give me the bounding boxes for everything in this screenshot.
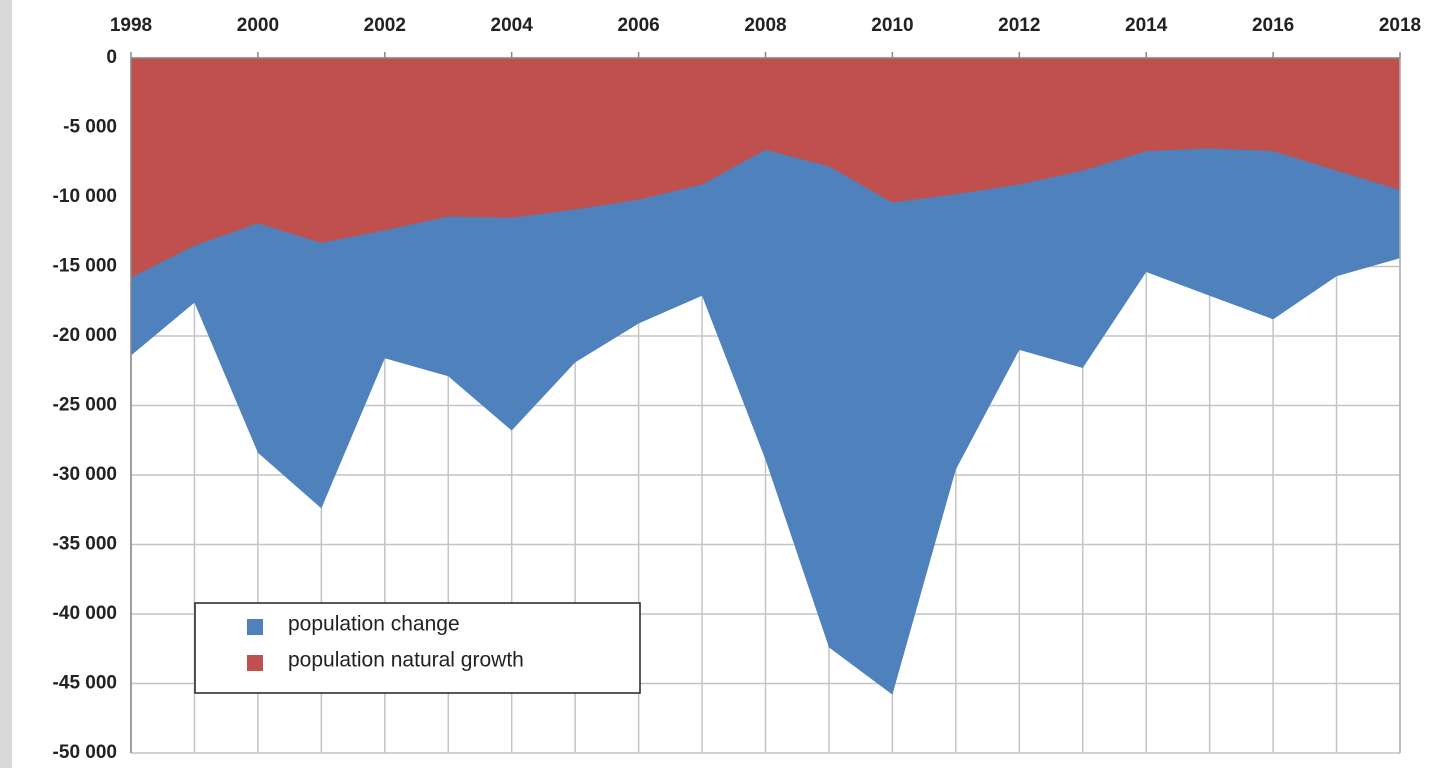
x-tick-label: 2008 bbox=[744, 15, 786, 36]
y-tick-label: -35 000 bbox=[53, 534, 117, 555]
x-tick-label: 2004 bbox=[491, 15, 534, 36]
x-tick-label: 2018 bbox=[1379, 15, 1421, 36]
y-tick-label: -30 000 bbox=[53, 464, 117, 485]
x-tick-label: 1998 bbox=[110, 15, 152, 36]
x-tick-label: 2010 bbox=[871, 15, 913, 36]
x-tick-label: 2012 bbox=[998, 15, 1040, 36]
y-tick-label: -5 000 bbox=[63, 117, 117, 138]
y-tick-label: -25 000 bbox=[53, 395, 117, 416]
y-tick-label: -40 000 bbox=[53, 603, 117, 624]
legend-swatch bbox=[247, 655, 263, 671]
legend-box bbox=[194, 602, 641, 694]
left-strip bbox=[0, 0, 12, 768]
area bbox=[131, 58, 1400, 278]
legend-label: population natural growth bbox=[288, 649, 524, 672]
y-tick-label: -45 000 bbox=[53, 673, 117, 694]
x-tick-label: 2016 bbox=[1252, 15, 1294, 36]
legend-label: population change bbox=[288, 613, 460, 636]
y-tick-label: -15 000 bbox=[53, 256, 117, 277]
y-tick-label: -10 000 bbox=[53, 186, 117, 207]
x-tick-label: 2002 bbox=[364, 15, 406, 36]
area bbox=[131, 58, 1400, 695]
y-tick-label: -20 000 bbox=[53, 325, 117, 346]
legend: population change population natural grow… bbox=[194, 602, 641, 694]
y-tick-label: -50 000 bbox=[53, 742, 117, 763]
x-tick-label: 2000 bbox=[237, 15, 279, 36]
y-tick-label: 0 bbox=[106, 47, 117, 68]
x-tick-label: 2006 bbox=[617, 15, 659, 36]
legend-swatch bbox=[247, 619, 263, 635]
x-tick-label: 2014 bbox=[1125, 15, 1168, 36]
